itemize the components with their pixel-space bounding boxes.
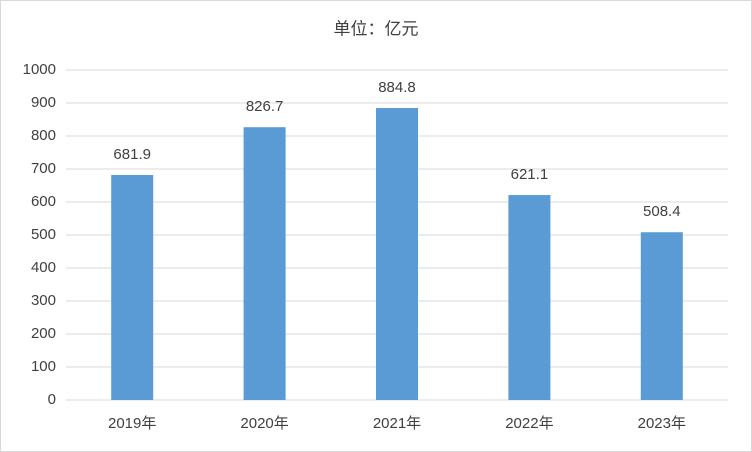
x-tick-label: 2022年	[505, 415, 553, 432]
y-tick-label: 700	[31, 160, 56, 177]
data-label: 621.1	[511, 166, 549, 183]
data-label: 884.8	[378, 79, 416, 96]
x-tick-label: 2023年	[638, 415, 686, 432]
x-tick-label: 2021年	[373, 415, 421, 432]
y-tick-label: 600	[31, 193, 56, 210]
x-tick-label: 2020年	[240, 415, 288, 432]
bar	[640, 232, 683, 400]
bar	[376, 108, 418, 401]
y-tick-label: 0	[48, 391, 56, 408]
y-tick-label: 100	[31, 358, 56, 375]
y-tick-label: 300	[31, 292, 56, 309]
y-tick-label: 800	[31, 127, 56, 144]
bar	[111, 174, 154, 400]
y-tick-label: 400	[31, 259, 56, 276]
data-label: 681.9	[113, 146, 151, 163]
y-tick-label: 500	[31, 226, 56, 243]
x-tick-label: 2019年	[108, 415, 156, 432]
y-tick-label: 200	[31, 325, 56, 342]
data-label: 826.7	[246, 98, 284, 115]
y-tick-label: 900	[31, 94, 56, 111]
data-label: 508.4	[643, 203, 681, 220]
y-tick-label: 1000	[23, 61, 56, 78]
bar	[243, 127, 286, 401]
chart-title: 单位：亿元	[334, 19, 419, 38]
bar	[508, 195, 551, 400]
